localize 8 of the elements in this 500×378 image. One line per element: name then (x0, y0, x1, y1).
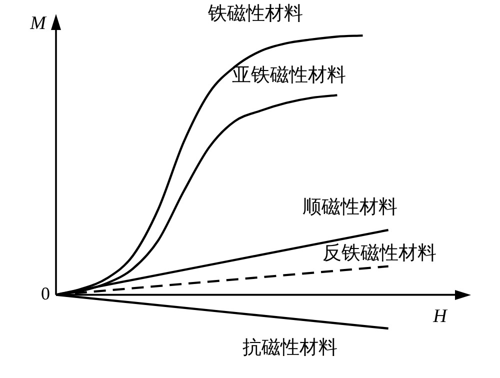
series-label: 铁磁性材料 (206, 2, 303, 24)
series-label: 反铁磁性材料 (322, 242, 436, 264)
series-label: 抗磁性材料 (242, 336, 338, 358)
text: 0 (41, 284, 50, 304)
x-axis-title: H (432, 306, 448, 327)
y-axis-title: M (29, 13, 48, 34)
series-label: 亚铁磁性材料 (232, 64, 346, 86)
series-label: 顺磁性材料 (302, 196, 398, 218)
